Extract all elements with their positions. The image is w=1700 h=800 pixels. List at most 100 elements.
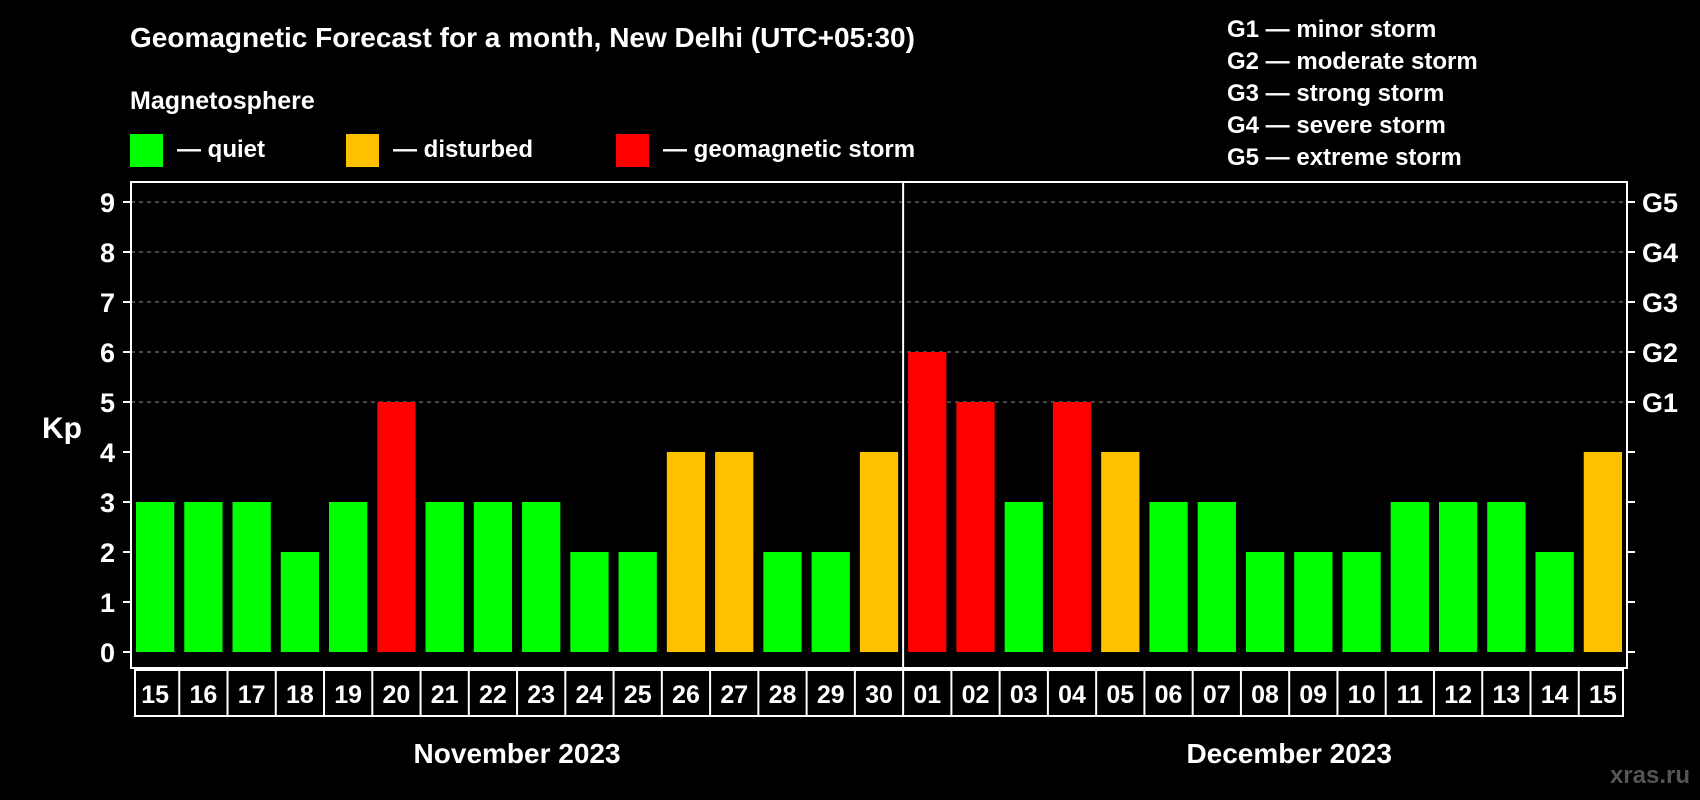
watermark: xras.ru — [1610, 762, 1690, 789]
date-label-dec-01: 01 — [913, 681, 941, 709]
legend-swatch-storm — [616, 134, 649, 167]
right-axis-label-g5: G5 — [1642, 188, 1678, 218]
bar-nov-19 — [329, 502, 368, 652]
chart-subtitle: Magnetosphere — [130, 87, 315, 115]
bar-nov-20 — [377, 402, 416, 652]
legend-label-disturbed: — disturbed — [393, 136, 533, 163]
y-axis-label: Kp — [42, 412, 82, 445]
date-label-dec-12: 12 — [1444, 681, 1472, 709]
legend-label-storm: — geomagnetic storm — [663, 136, 915, 163]
bar-dec-07 — [1197, 502, 1236, 652]
date-row-frame — [134, 669, 1624, 717]
right-axis-label-g3: G3 — [1642, 288, 1678, 318]
bar-dec-06 — [1149, 502, 1188, 652]
month-label-november: November 2023 — [414, 738, 621, 769]
bar-nov-15 — [136, 502, 175, 652]
date-label-nov-25: 25 — [624, 681, 652, 709]
date-label-nov-23: 23 — [527, 681, 555, 709]
date-label-nov-26: 26 — [672, 681, 700, 709]
right-axis-label-g1: G1 — [1642, 388, 1678, 418]
bar-dec-15 — [1583, 452, 1622, 652]
axes — [123, 181, 1635, 669]
date-label-dec-13: 13 — [1492, 681, 1520, 709]
y-tick-label-5: 5 — [100, 388, 115, 418]
date-label-dec-06: 06 — [1155, 681, 1183, 709]
date-label-nov-24: 24 — [576, 681, 604, 709]
date-label-dec-10: 10 — [1348, 681, 1376, 709]
bar-dec-08 — [1245, 552, 1285, 652]
date-labels: 15 16 17 18 19 20 21 22 23 24 25 26 27 28 29 30 01 02 03 04… — [134, 669, 1624, 717]
date-label-nov-29: 29 — [817, 681, 845, 709]
date-label-nov-17: 17 — [238, 681, 266, 709]
y-tick-label-9: 9 — [100, 188, 115, 218]
y-tick-label-4: 4 — [100, 438, 115, 468]
bar-dec-13 — [1487, 502, 1526, 652]
storm-scale-g2: G2 — moderate storm — [1227, 48, 1478, 75]
legend-swatch-disturbed — [346, 134, 379, 167]
bar-dec-12 — [1438, 502, 1478, 652]
y-tick-labels: 0 1 2 3 4 5 6 7 8 9 — [100, 188, 115, 668]
date-label-nov-16: 16 — [189, 681, 217, 709]
bar-dec-03 — [1004, 502, 1043, 652]
bar-nov-23 — [522, 502, 561, 652]
y-tick-label-7: 7 — [100, 288, 115, 318]
y-tick-label-1: 1 — [100, 588, 115, 618]
right-axis-label-g4: G4 — [1642, 238, 1678, 268]
legend-swatch-quiet — [130, 134, 163, 167]
bar-nov-26 — [666, 452, 706, 652]
bar-dec-11 — [1390, 502, 1429, 652]
month-label-december: December 2023 — [1186, 738, 1391, 769]
date-label-nov-18: 18 — [286, 681, 314, 709]
y-tick-label-0: 0 — [100, 638, 115, 668]
date-label-nov-15: 15 — [141, 681, 169, 709]
y-tick-label-3: 3 — [100, 488, 115, 518]
bar-nov-27 — [715, 452, 754, 652]
bar-nov-24 — [570, 552, 609, 652]
date-label-nov-27: 27 — [720, 681, 748, 709]
date-label-dec-02: 02 — [962, 681, 990, 709]
bar-dec-05 — [1101, 452, 1140, 652]
bar-nov-17 — [232, 502, 271, 652]
right-axis-label-g2: G2 — [1642, 338, 1678, 368]
bar-nov-22 — [473, 502, 513, 652]
y-tick-label-2: 2 — [100, 538, 115, 568]
date-label-nov-21: 21 — [431, 681, 459, 709]
date-label-nov-30: 30 — [865, 681, 893, 709]
y-tick-label-8: 8 — [100, 238, 115, 268]
bars — [136, 352, 1622, 652]
bar-nov-29 — [811, 552, 850, 652]
date-label-dec-05: 05 — [1106, 681, 1134, 709]
legend: — quiet — disturbed — geomagnetic storm — [130, 134, 915, 167]
chart-title: Geomagnetic Forecast for a month, New De… — [130, 22, 915, 53]
date-label-nov-19: 19 — [334, 681, 362, 709]
gridlines — [131, 201, 1627, 403]
y-tick-label-6: 6 — [100, 338, 115, 368]
bar-dec-10 — [1342, 552, 1381, 652]
bar-dec-14 — [1535, 552, 1574, 652]
bar-nov-16 — [184, 502, 223, 652]
legend-label-quiet: — quiet — [177, 136, 265, 163]
bar-dec-02 — [956, 402, 995, 652]
bar-nov-30 — [859, 452, 899, 652]
date-label-dec-07: 07 — [1203, 681, 1231, 709]
bar-nov-21 — [425, 502, 464, 652]
bar-dec-04 — [1052, 402, 1092, 652]
bar-nov-25 — [618, 552, 657, 652]
date-label-dec-11: 11 — [1397, 681, 1424, 709]
storm-scale-legend: G1 — minor storm G2 — moderate storm G3 … — [1227, 16, 1478, 171]
date-label-dec-15: 15 — [1589, 681, 1617, 709]
date-label-nov-22: 22 — [479, 681, 507, 709]
date-label-nov-28: 28 — [769, 681, 797, 709]
date-label-dec-03: 03 — [1010, 681, 1038, 709]
storm-scale-g3: G3 — strong storm — [1227, 80, 1444, 107]
plot-frame — [130, 181, 1628, 669]
bar-nov-28 — [763, 552, 802, 652]
date-label-dec-08: 08 — [1251, 681, 1279, 709]
date-label-dec-14: 14 — [1541, 681, 1569, 709]
date-label-nov-20: 20 — [383, 681, 411, 709]
date-label-dec-04: 04 — [1058, 681, 1086, 709]
bar-nov-18 — [280, 552, 320, 652]
date-label-dec-09: 09 — [1299, 681, 1327, 709]
bar-dec-09 — [1294, 552, 1333, 652]
